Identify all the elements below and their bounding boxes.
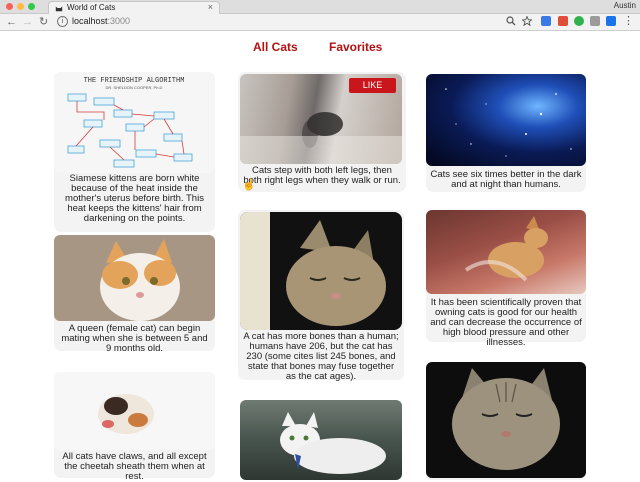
bookmark-star-icon[interactable] — [522, 16, 532, 26]
white-cat-with-tie-photo — [280, 412, 386, 474]
cat-photo — [54, 235, 215, 321]
galaxy-photo — [445, 88, 572, 157]
cat-card[interactable]: Cats see six times better in the dark an… — [426, 74, 586, 192]
url-port: :3000 — [107, 16, 131, 26]
cat-fact-caption: A cat has more bones than a human; human… — [243, 331, 399, 382]
cat-card[interactable]: LIKE Cats step with both left legs, then… — [238, 72, 406, 192]
forward-icon[interactable]: → — [22, 16, 33, 28]
diagram-author: DR. SHELDON COOPER, Ph.D — [106, 85, 163, 90]
extension-green-icon[interactable] — [574, 16, 584, 26]
cat-card[interactable] — [240, 400, 402, 480]
browser-toolbar: ← → ↻ i localhost:3000 ⋮ — [0, 14, 640, 31]
cat-card[interactable]: A queen (female cat) can begin mating wh… — [54, 235, 215, 354]
cat-fact-caption: Cats see six times better in the dark an… — [430, 169, 582, 190]
walking-cat-photo — [240, 112, 402, 164]
cat-photo — [240, 212, 402, 330]
extension-translate-icon[interactable] — [541, 16, 551, 26]
cat-photo: THE FRIENDSHIP ALGORITHM DR. SHELDON COO… — [54, 72, 215, 173]
tabby-cat-closeup-photo — [452, 368, 560, 470]
cat-card[interactable]: It has been scientifically proven that o… — [426, 210, 586, 348]
cat-on-blanket-photo — [464, 216, 548, 282]
tab-close-icon[interactable]: × — [207, 2, 213, 12]
tab-title: World of Cats — [67, 3, 116, 12]
cat-fact-caption: Siamese kittens are born white because o… — [65, 173, 204, 224]
cat-fact-caption: It has been scientifically proven that o… — [430, 297, 582, 348]
cat-fact-caption: Cats step with both left legs, then both… — [243, 165, 401, 186]
extension-gray-icon[interactable] — [590, 16, 600, 26]
cat-fact-caption: All cats have claws, and all except the … — [62, 451, 207, 482]
cat-card[interactable] — [426, 362, 586, 480]
profile-name[interactable]: Austin — [613, 1, 636, 10]
page-nav: All Cats Favorites — [0, 40, 640, 56]
cat-card[interactable]: A cat has more bones than a human; human… — [238, 210, 404, 382]
cat-photo — [426, 362, 586, 478]
close-window-icon[interactable] — [6, 3, 13, 10]
curled-calico-cat-photo — [98, 394, 154, 434]
extension-red-icon[interactable] — [558, 16, 568, 26]
cat-photo — [426, 210, 586, 294]
browser-menu-icon[interactable]: ⋮ — [623, 15, 634, 27]
like-button[interactable]: LIKE — [349, 78, 396, 93]
friendship-algorithm-diagram: THE FRIENDSHIP ALGORITHM DR. SHELDON COO… — [67, 77, 193, 168]
cat-card[interactable]: All cats have claws, and all except the … — [54, 372, 215, 482]
address-bar[interactable]: i localhost:3000 — [54, 15, 524, 28]
browser-tabbar: World of Cats × Austin — [0, 0, 640, 14]
nav-all-cats[interactable]: All Cats — [253, 40, 298, 54]
cat-photo — [426, 74, 586, 166]
browser-tab[interactable]: World of Cats × — [48, 1, 220, 14]
reload-icon[interactable]: ↻ — [39, 16, 49, 28]
cat-photo — [54, 372, 215, 450]
orange-white-cat-photo — [100, 239, 180, 321]
sleeping-tabby-cat-photo — [240, 212, 386, 330]
url-host: localhost — [72, 16, 108, 26]
diagram-title: THE FRIENDSHIP ALGORITHM — [84, 77, 185, 85]
cat-photo: LIKE — [240, 74, 402, 164]
extension-blue-icon[interactable] — [606, 16, 616, 26]
cat-photo — [240, 400, 402, 480]
cat-fact-caption: A queen (female cat) can begin mating wh… — [61, 323, 208, 354]
nav-favorites[interactable]: Favorites — [329, 40, 383, 54]
minimize-window-icon[interactable] — [17, 3, 24, 10]
pointer-cursor-icon: ☝ — [242, 179, 256, 191]
back-icon[interactable]: ← — [6, 16, 17, 28]
cat-favicon-icon — [55, 6, 63, 12]
maximize-window-icon[interactable] — [28, 3, 35, 10]
info-icon[interactable]: i — [57, 16, 68, 27]
cat-card[interactable]: THE FRIENDSHIP ALGORITHM DR. SHELDON COO… — [54, 72, 215, 232]
zoom-icon[interactable] — [506, 16, 516, 26]
url-text: localhost:3000 — [72, 16, 130, 26]
